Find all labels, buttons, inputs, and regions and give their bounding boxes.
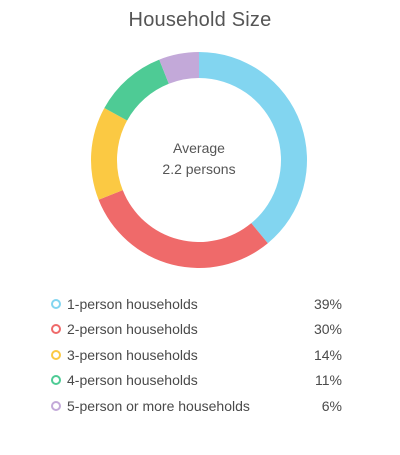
donut-slice-5[interactable]: [159, 52, 199, 84]
legend-label: 4-person households: [67, 372, 198, 389]
legend-marker-icon: [51, 400, 61, 411]
legend-item-2-person[interactable]: 2-person households 30%: [50, 317, 342, 343]
center-value: 2.2 persons: [162, 161, 236, 177]
legend: 1-person households 39% 2-person househo…: [50, 291, 342, 419]
donut-chart: Average 2.2 persons: [89, 50, 309, 270]
legend-label: 1-person households: [67, 295, 198, 312]
donut-slice-4[interactable]: [104, 59, 169, 121]
legend-marker-icon: [51, 375, 61, 386]
chart-title: Household Size: [128, 9, 272, 31]
legend-marker-icon: [51, 349, 61, 360]
legend-marker-icon: [51, 298, 61, 309]
donut-slice-1[interactable]: [199, 52, 307, 244]
legend-item-1-person[interactable]: 1-person households 39%: [50, 291, 342, 317]
donut-slice-2[interactable]: [98, 190, 268, 268]
legend-value: 14%: [313, 346, 342, 363]
legend-label: 3-person households: [67, 346, 198, 363]
legend-marker-icon: [51, 324, 61, 335]
center-label: Average: [173, 140, 225, 156]
donut-slice-3[interactable]: [91, 107, 128, 200]
legend-item-3-person[interactable]: 3-person households 14%: [50, 342, 342, 368]
legend-value: 30%: [313, 321, 342, 338]
legend-value: 11%: [315, 372, 342, 389]
legend-label: 5-person or more households: [67, 397, 250, 414]
legend-item-5-plus-person[interactable]: 5-person or more households 6%: [50, 393, 342, 419]
legend-value: 6%: [321, 397, 342, 414]
legend-item-4-person[interactable]: 4-person households 11%: [50, 368, 342, 394]
donut-svg: [91, 52, 307, 268]
legend-value: 39%: [313, 295, 342, 312]
legend-label: 2-person households: [67, 321, 198, 338]
